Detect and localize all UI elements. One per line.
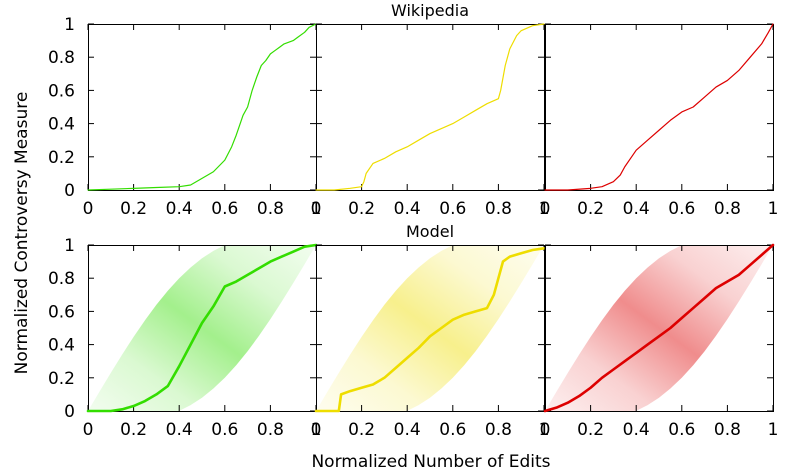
y-tick-label: 1 [64, 236, 75, 256]
x-tick-label: 0.8 [257, 199, 284, 219]
panel-frame [316, 24, 545, 191]
y-tick-label: 0.2 [48, 369, 75, 389]
y-tick-label: 0.4 [48, 115, 75, 135]
x-tick-label: 0.6 [439, 199, 466, 219]
y-tick-label: 0.6 [48, 302, 75, 322]
x-tick-label: 0.8 [257, 420, 284, 440]
x-tick-label: 1 [768, 199, 779, 219]
panel-0-0: 0 0.2 0.4 0.6 0.8 100.20.40.60.81 [48, 15, 321, 219]
y-tick-label: 0.2 [48, 148, 75, 168]
distribution-band [316, 245, 544, 411]
y-tick-label: 1 [64, 15, 75, 35]
x-tick-label: 0.6 [668, 420, 695, 440]
x-tick-label: 0.6 [211, 420, 238, 440]
panel-frame [545, 24, 774, 191]
x-axis-title: Normalized Number of Edits [311, 452, 550, 472]
series-line [86, 243, 318, 413]
y-tick-label: 0.8 [48, 48, 75, 68]
x-tick-label: 0.2 [120, 199, 147, 219]
panel-frame [316, 245, 545, 412]
x-tick-label: 1 [311, 420, 322, 440]
y-tick-label: 0 [64, 181, 75, 201]
x-tick-label: 0.4 [623, 420, 650, 440]
y-tick-label: 0.6 [48, 81, 75, 101]
series-line [544, 23, 774, 191]
x-tick-label: 1 [311, 199, 322, 219]
x-tick-label: 0.4 [166, 420, 193, 440]
x-tick-label: 0.4 [394, 199, 421, 219]
x-tick-label: 0.2 [577, 420, 604, 440]
x-tick-label: 0.6 [668, 199, 695, 219]
row-title-wikipedia: Wikipedia [391, 1, 469, 20]
series-line [87, 23, 317, 191]
x-tick-label: 1 [768, 420, 779, 440]
x-tick-label: 0.2 [348, 199, 375, 219]
y-tick-label: 0 [64, 402, 75, 422]
panel-0-1: 0 0.2 0.4 0.6 0.8 1 [311, 23, 550, 219]
x-tick-label: 0.8 [714, 199, 741, 219]
series-line [315, 23, 545, 191]
panel-1-1: 0 0.2 0.4 0.6 0.8 1 [311, 244, 550, 440]
series-line [314, 247, 546, 413]
x-tick-label: 1 [539, 420, 550, 440]
panel-frame [545, 245, 774, 412]
x-tick-label: 0.8 [485, 199, 512, 219]
x-tick-label: 0.2 [120, 420, 147, 440]
y-axis-title: Normalized Controversy Measure [12, 92, 32, 375]
x-tick-label: 0 [83, 420, 94, 440]
x-tick-label: 0.4 [623, 199, 650, 219]
x-tick-label: 0.8 [714, 420, 741, 440]
panel-1-2: 0 0.2 0.4 0.6 0.8 1 [540, 243, 779, 440]
y-tick-label: 0.8 [48, 269, 75, 289]
panel-1-0: 0 0.2 0.4 0.6 0.8 100.20.40.60.81 [48, 236, 321, 440]
x-tick-label: 0 [311, 420, 322, 440]
x-tick-label: 0.2 [348, 420, 375, 440]
x-tick-label: 0.4 [166, 199, 193, 219]
panel-frame [88, 24, 317, 191]
distribution-band [545, 245, 773, 411]
x-tick-label: 0.4 [394, 420, 421, 440]
x-tick-label: 0 [83, 199, 94, 219]
x-tick-label: 0 [540, 420, 551, 440]
x-tick-label: 0 [311, 199, 322, 219]
x-tick-label: 0.6 [439, 420, 466, 440]
x-tick-label: 0 [540, 199, 551, 219]
x-tick-label: 0.2 [577, 199, 604, 219]
panel-0-2: 0 0.2 0.4 0.6 0.8 1 [540, 23, 779, 219]
distribution-band [88, 245, 316, 411]
x-tick-label: 1 [539, 199, 550, 219]
series-line [543, 243, 775, 413]
y-tick-label: 0.4 [48, 336, 75, 356]
x-tick-label: 0.6 [211, 199, 238, 219]
x-tick-label: 0.8 [485, 420, 512, 440]
row-title-model: Model [406, 222, 454, 241]
